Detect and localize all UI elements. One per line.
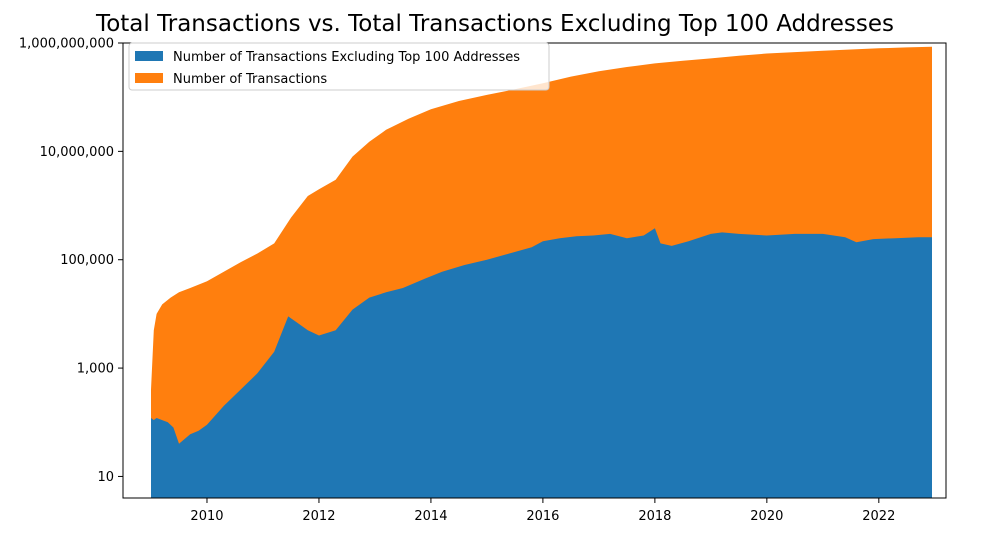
x-tick-label: 2022 <box>862 509 895 524</box>
x-tick-label: 2010 <box>190 509 223 524</box>
area-excluding-top-100 <box>151 228 932 499</box>
chart-title: Total Transactions vs. Total Transaction… <box>95 11 894 37</box>
legend-swatch <box>135 73 163 83</box>
y-tick-label: 1,000 <box>77 362 114 377</box>
y-tick-label: 10,000,000 <box>40 145 114 160</box>
legend-box <box>128 42 550 91</box>
plot-area <box>151 46 932 499</box>
y-axis: 10 1,000 100,000 10,000,000 1,000,000,000 <box>19 37 123 485</box>
x-tick-label: 2014 <box>414 509 447 524</box>
legend: Number of Transactions Excluding Top 100… <box>128 42 550 91</box>
legend-label: Number of Transactions Excluding Top 100… <box>173 50 520 65</box>
y-tick-label: 100,000 <box>60 253 114 268</box>
y-tick-label: 1,000,000,000 <box>19 37 114 52</box>
x-axis: 2010 2012 2014 2016 2018 2020 2022 <box>190 498 895 524</box>
x-tick-label: 2016 <box>526 509 559 524</box>
y-tick-label: 10 <box>97 470 114 485</box>
x-tick-label: 2018 <box>638 509 671 524</box>
x-tick-label: 2020 <box>750 509 783 524</box>
x-tick-label: 2012 <box>302 509 335 524</box>
legend-swatch <box>135 51 163 61</box>
legend-label: Number of Transactions <box>173 72 327 87</box>
